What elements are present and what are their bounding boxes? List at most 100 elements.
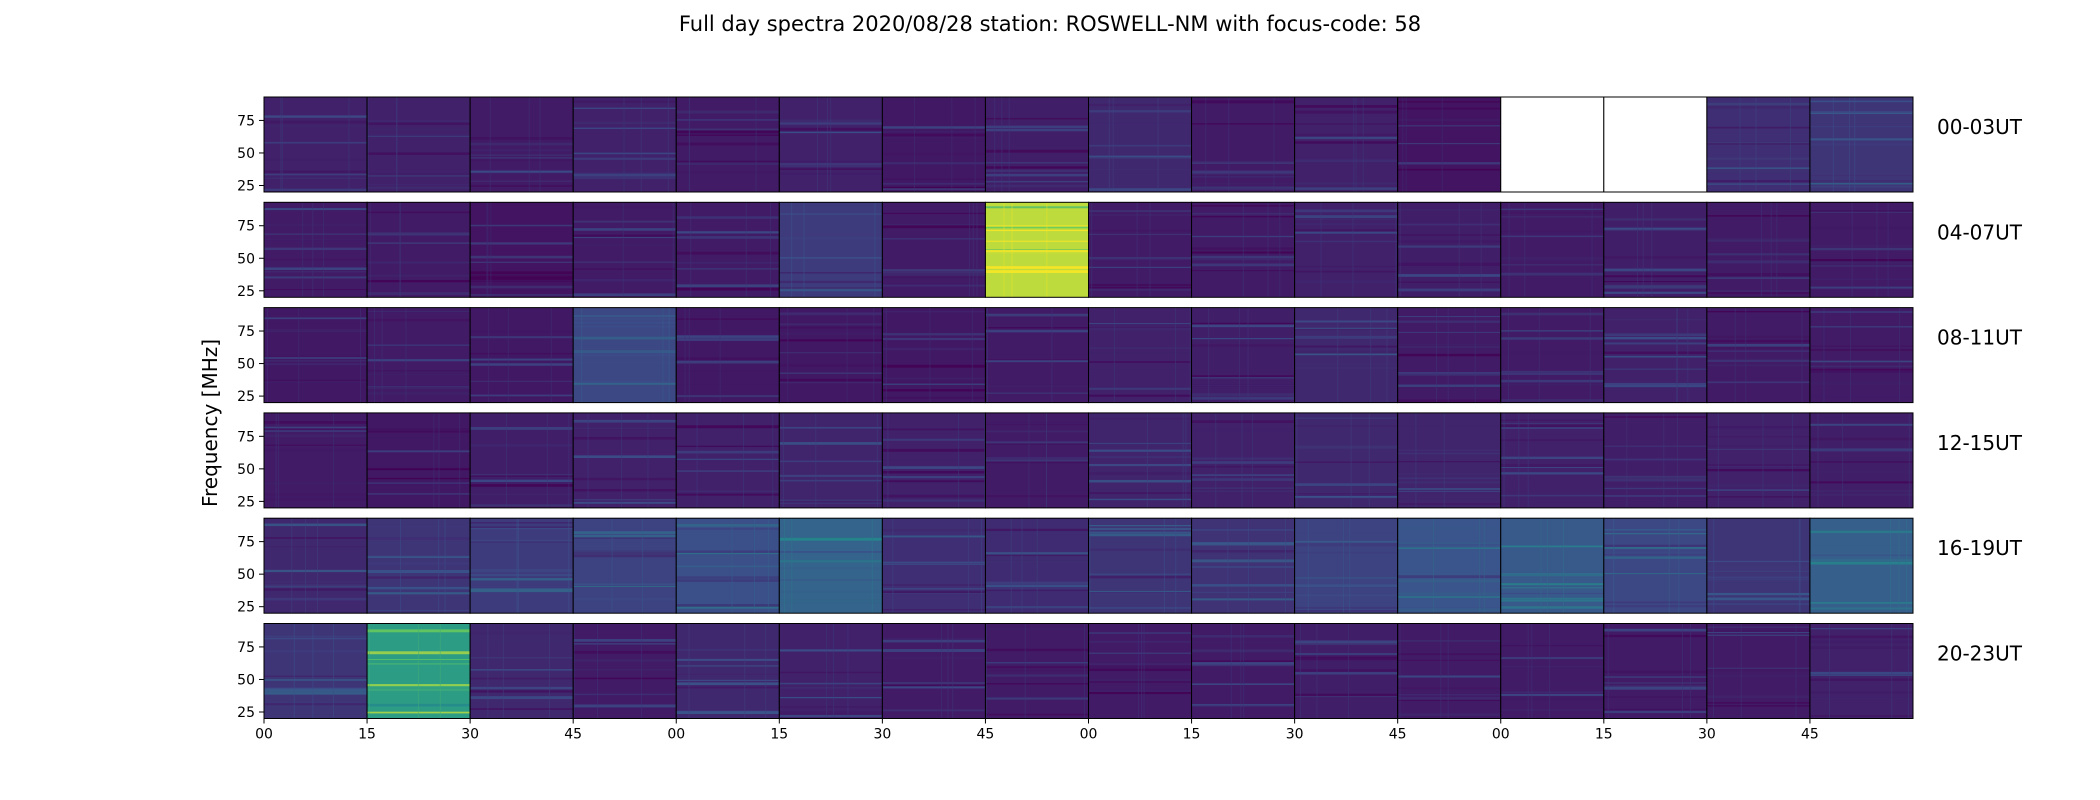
panel-fill [1809,518,1913,614]
band-line [1191,663,1295,667]
band-line [1706,464,1810,467]
time-streak [1146,412,1148,508]
band-line [1294,136,1398,140]
row-label: 00-03UT [1937,115,2023,139]
band-line [882,683,986,686]
y-tick-label: 75 [237,535,255,551]
time-streak [267,307,269,403]
time-streak [1547,518,1549,614]
band-line [264,363,368,366]
band-line [1706,253,1810,256]
band-line [882,535,986,538]
band-line [1397,125,1501,127]
spectrum-panel [263,517,368,614]
time-streak [368,623,370,719]
time-streak [489,97,491,192]
time-streak [1296,412,1298,508]
time-streak [1739,97,1741,192]
panel-fill [882,307,986,403]
band-line [676,470,780,472]
band-line [573,583,677,585]
band-line [470,330,574,333]
band-line [985,249,1089,252]
band-line [676,336,780,339]
band-line [1809,530,1913,534]
band-line [1603,478,1707,482]
time-streak [332,623,334,719]
band-line [264,493,368,497]
band-line [1397,127,1501,130]
band-line [985,128,1089,132]
band-line [1397,209,1501,211]
time-streak [281,97,283,192]
band-line [676,445,780,447]
band-line [882,270,986,274]
band-line [882,499,986,502]
time-streak [1045,412,1047,508]
band-line [1088,347,1192,350]
band-line [1191,162,1295,164]
time-streak [791,518,793,614]
spectrum-panel [778,307,883,404]
band-line [882,609,986,611]
spectrum-panel [1088,412,1193,509]
band-line [779,599,883,602]
y-tick-label: 25 [237,705,255,721]
band-line [264,267,368,270]
band-line [676,134,780,136]
band-line [367,344,471,346]
band-line [573,427,677,430]
band-line [1809,646,1913,649]
band-line [1809,100,1913,103]
band-line [882,471,986,474]
time-streak [487,623,489,719]
band-line [470,578,574,581]
band-line [573,173,677,177]
time-streak [1251,412,1253,508]
spectrum-panel [1088,96,1193,193]
panel-fill [1809,623,1913,719]
band-line [1191,488,1295,492]
band-line [1500,264,1604,266]
time-streak [1770,202,1772,298]
time-streak [755,97,757,192]
band-line [1294,642,1398,645]
time-streak [348,97,350,192]
band-line [573,381,677,384]
band-line [1603,686,1707,690]
time-streak [1713,623,1715,719]
panel-fill [264,307,368,403]
time-streak [887,412,889,508]
band-line [573,100,677,103]
band-line [470,294,574,296]
band-line [1191,324,1295,328]
spectrum-panel [1809,517,1914,614]
band-line [1294,609,1398,612]
band-line [985,169,1089,172]
band-line [1191,187,1295,190]
band-line [882,212,986,215]
band-line [470,493,574,496]
band-line [1294,123,1398,125]
band-line [1397,502,1501,506]
band-line [1706,290,1810,292]
band-line [1088,498,1192,501]
spectrum-panel [675,412,780,509]
band-line [1500,256,1604,260]
band-line [1397,331,1501,333]
band-line [1397,119,1501,121]
time-streak [1440,623,1442,719]
spectrum-panel [778,517,883,614]
band-line [1603,529,1707,531]
band-line [470,690,574,693]
time-streak [967,518,969,614]
band-line [573,336,677,340]
band-line [264,523,368,527]
band-line [1088,668,1192,672]
band-line [573,228,677,231]
band-line [985,180,1089,183]
band-line [367,211,471,214]
row-label: 12-15UT [1937,431,2023,455]
spectrum-panel [984,96,1089,193]
band-line [676,425,780,429]
